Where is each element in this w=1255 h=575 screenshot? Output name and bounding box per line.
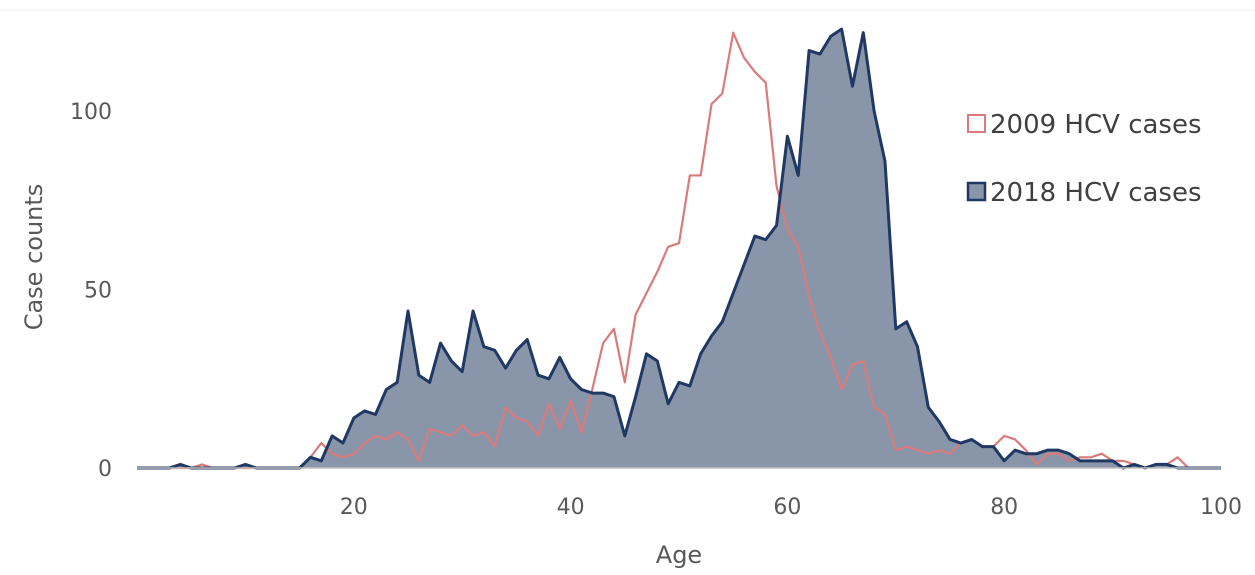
- x-tick-label: 100: [1200, 495, 1242, 520]
- legend: 2009 HCV cases 2018 HCV cases: [966, 110, 1202, 208]
- x-tick-label: 20: [340, 495, 368, 520]
- area-layer: [137, 29, 1221, 468]
- legend-label-2009-hcv-cases: 2009 HCV cases: [990, 110, 1202, 140]
- y-tick-label: 100: [70, 100, 112, 125]
- series-line-2018-hcv-cases: [137, 27, 1221, 470]
- x-tick-labels: 20 40 60 80 100: [340, 495, 1242, 520]
- y-tick-label: 50: [84, 279, 112, 304]
- y-tick-label: 0: [98, 457, 112, 482]
- x-tick-label: 40: [557, 495, 585, 520]
- x-tick-label: 60: [773, 495, 801, 520]
- x-axis-title: Age: [656, 541, 702, 569]
- y-axis-title: Case counts: [20, 184, 48, 331]
- series-area-2018-hcv-cases: [137, 29, 1221, 468]
- y-tick-labels: 0 50 100: [70, 100, 112, 482]
- line-layer: [137, 27, 1221, 470]
- legend-swatch-2018-hcv-cases: [966, 181, 987, 202]
- x-tick-label: 80: [990, 495, 1018, 520]
- legend-swatch-2009-hcv-cases: [967, 114, 986, 133]
- legend-label-2018-hcv-cases: 2018 HCV cases: [990, 178, 1202, 208]
- series-line-2009-hcv-cases: [137, 31, 1221, 470]
